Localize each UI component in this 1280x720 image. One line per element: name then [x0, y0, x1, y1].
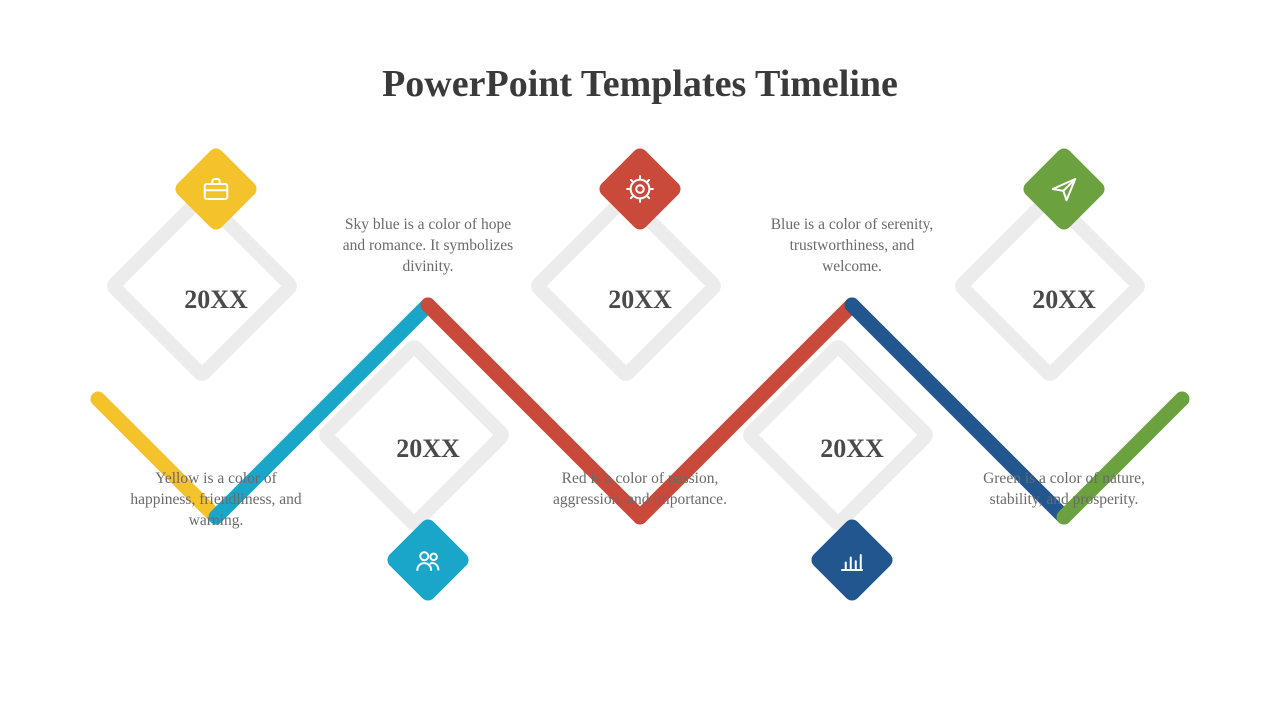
chart-icon	[837, 545, 867, 575]
milestone-desc-0: Yellow is a color of happiness, friendli…	[126, 469, 306, 532]
milestone-year-2: 20XX	[540, 285, 740, 315]
gear-icon	[625, 174, 655, 204]
milestone-desc-3: Blue is a color of serenity, trustworthi…	[762, 215, 942, 278]
milestone-icon-badge-1	[384, 516, 472, 604]
milestone-icon-badge-3	[808, 516, 896, 604]
briefcase-icon	[201, 174, 231, 204]
milestone-desc-2: Red is a color of passion, aggression, a…	[550, 469, 730, 511]
paperplane-icon	[1049, 174, 1079, 204]
milestone-year-1: 20XX	[328, 434, 528, 464]
milestone-desc-1: Sky blue is a color of hope and romance.…	[338, 215, 518, 278]
milestone-year-3: 20XX	[752, 434, 952, 464]
milestone-year-0: 20XX	[116, 285, 316, 315]
timeline-stage: 20XX Yellow is a color of happiness, frie…	[0, 0, 1280, 720]
timeline-slide: PowerPoint Templates Timeline 20XXYellow…	[0, 0, 1280, 720]
milestone-desc-4: Green is a color of nature, stability, a…	[974, 469, 1154, 511]
people-icon	[413, 545, 443, 575]
milestone-year-4: 20XX	[964, 285, 1164, 315]
